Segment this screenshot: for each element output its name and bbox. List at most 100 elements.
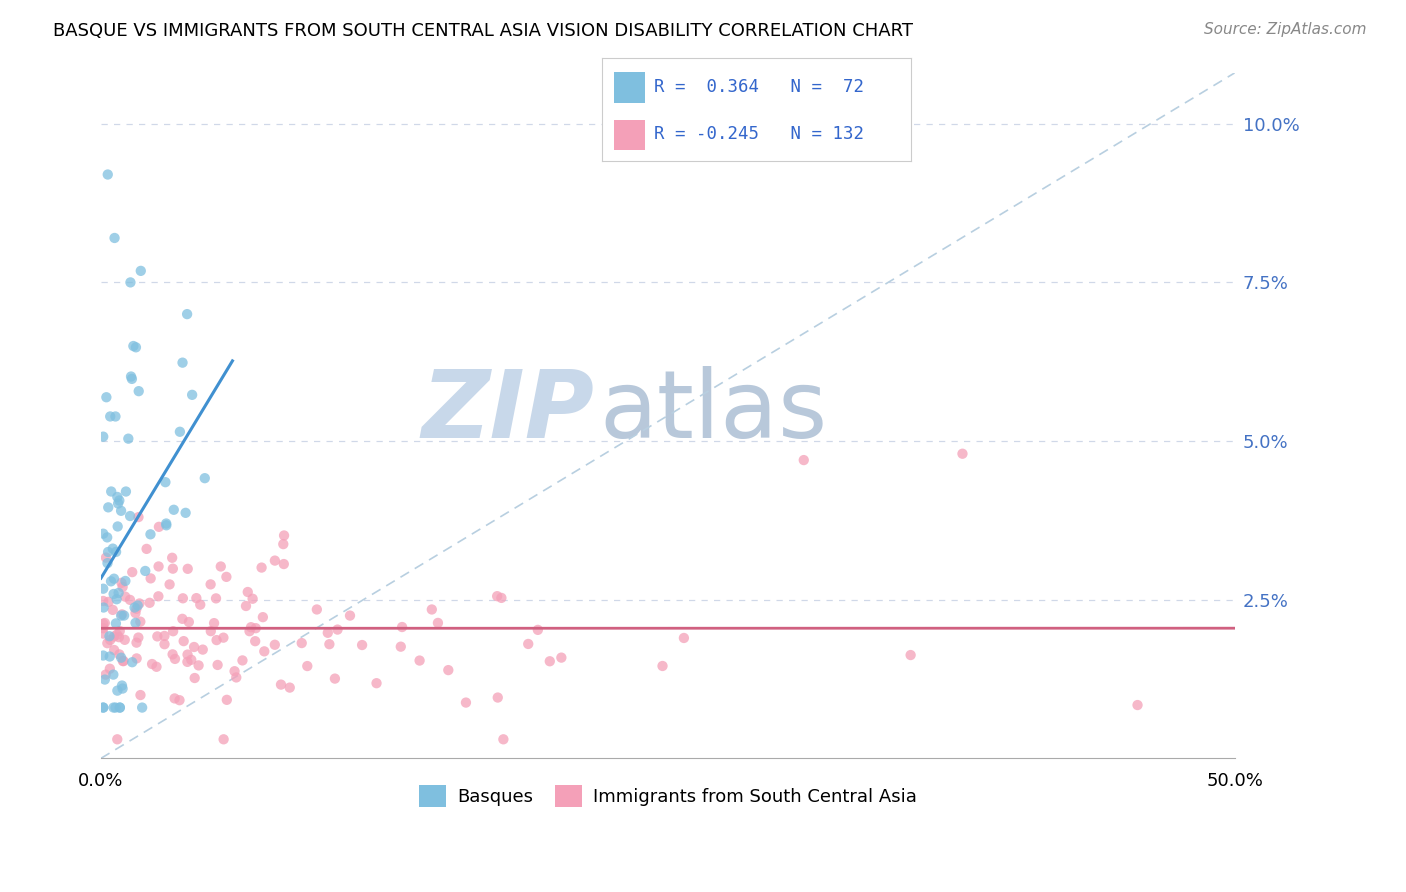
Point: [121, 655, 143, 669]
Point: [316, 625, 339, 640]
Point: [91, 594, 114, 608]
Point: [96, 530, 118, 544]
Point: [172, 612, 194, 626]
Point: [305, 602, 328, 616]
Point: [155, 518, 177, 533]
Bar: [614, 120, 645, 150]
Point: [98, 629, 121, 643]
Point: [162, 648, 184, 662]
Point: [111, 679, 134, 693]
Point: [91, 700, 114, 714]
Point: [177, 562, 200, 576]
Point: [238, 624, 260, 639]
Point: [491, 591, 513, 605]
Point: [160, 550, 183, 565]
Point: [155, 516, 177, 531]
Point: [200, 577, 222, 591]
Point: [139, 571, 162, 585]
Point: [318, 637, 340, 651]
Point: [173, 634, 195, 648]
Point: [550, 650, 572, 665]
Point: [191, 642, 214, 657]
Point: [270, 677, 292, 691]
Point: [103, 643, 125, 657]
Point: [100, 484, 122, 499]
Point: [98, 632, 121, 647]
Point: [250, 560, 273, 574]
Point: [110, 575, 132, 590]
Text: R =  0.364   N =  72: R = 0.364 N = 72: [654, 78, 865, 96]
Point: [94, 667, 117, 681]
Point: [115, 484, 138, 499]
Point: [110, 650, 132, 665]
Point: [672, 631, 695, 645]
Point: [135, 541, 157, 556]
Point: [105, 627, 128, 641]
Point: [952, 447, 974, 461]
Point: [176, 307, 198, 321]
Point: [408, 654, 430, 668]
Point: [129, 688, 152, 702]
Point: [492, 732, 515, 747]
Legend: Basques, Immigrants from South Central Asia: Basques, Immigrants from South Central A…: [412, 778, 924, 814]
Point: [91, 700, 114, 714]
Point: [352, 638, 374, 652]
Text: BASQUE VS IMMIGRANTS FROM SOUTH CENTRAL ASIA VISION DISABILITY CORRELATION CHART: BASQUE VS IMMIGRANTS FROM SOUTH CENTRAL …: [53, 22, 914, 40]
Point: [120, 509, 142, 524]
Point: [91, 430, 114, 444]
Point: [205, 591, 228, 606]
Point: [104, 700, 127, 714]
Point: [420, 602, 443, 616]
Point: [104, 409, 127, 424]
Point: [129, 615, 152, 629]
Point: [111, 681, 134, 696]
Point: [127, 510, 149, 524]
Point: [91, 648, 114, 663]
Point: [108, 700, 131, 714]
Point: [391, 620, 413, 634]
Point: [153, 637, 176, 651]
Point: [114, 574, 136, 588]
Point: [162, 624, 184, 639]
Text: ZIP: ZIP: [422, 367, 595, 458]
Point: [111, 607, 134, 622]
Point: [104, 616, 127, 631]
Point: [107, 519, 129, 533]
Point: [180, 653, 202, 667]
Point: [108, 624, 131, 638]
Point: [103, 700, 125, 714]
Point: [207, 657, 229, 672]
Point: [148, 520, 170, 534]
Point: [486, 589, 509, 603]
Point: [538, 654, 561, 668]
Text: R = -0.245   N = 132: R = -0.245 N = 132: [654, 126, 865, 144]
Point: [127, 631, 149, 645]
Point: [98, 662, 121, 676]
Point: [163, 652, 186, 666]
Point: [162, 562, 184, 576]
Point: [121, 372, 143, 386]
Point: [93, 626, 115, 640]
Point: [245, 621, 267, 635]
Point: [263, 638, 285, 652]
Point: [98, 409, 121, 424]
Point: [209, 559, 232, 574]
Point: [183, 671, 205, 685]
Point: [105, 732, 128, 747]
Point: [134, 564, 156, 578]
Point: [96, 636, 118, 650]
Point: [205, 633, 228, 648]
Point: [186, 591, 208, 606]
Point: [118, 592, 141, 607]
Point: [128, 384, 150, 399]
Point: [153, 629, 176, 643]
Point: [163, 691, 186, 706]
Point: [793, 453, 815, 467]
Point: [224, 664, 246, 678]
Point: [91, 621, 114, 635]
Point: [111, 580, 134, 594]
Point: [111, 654, 134, 668]
Point: [326, 623, 349, 637]
Text: atlas: atlas: [600, 367, 828, 458]
Point: [94, 673, 117, 687]
